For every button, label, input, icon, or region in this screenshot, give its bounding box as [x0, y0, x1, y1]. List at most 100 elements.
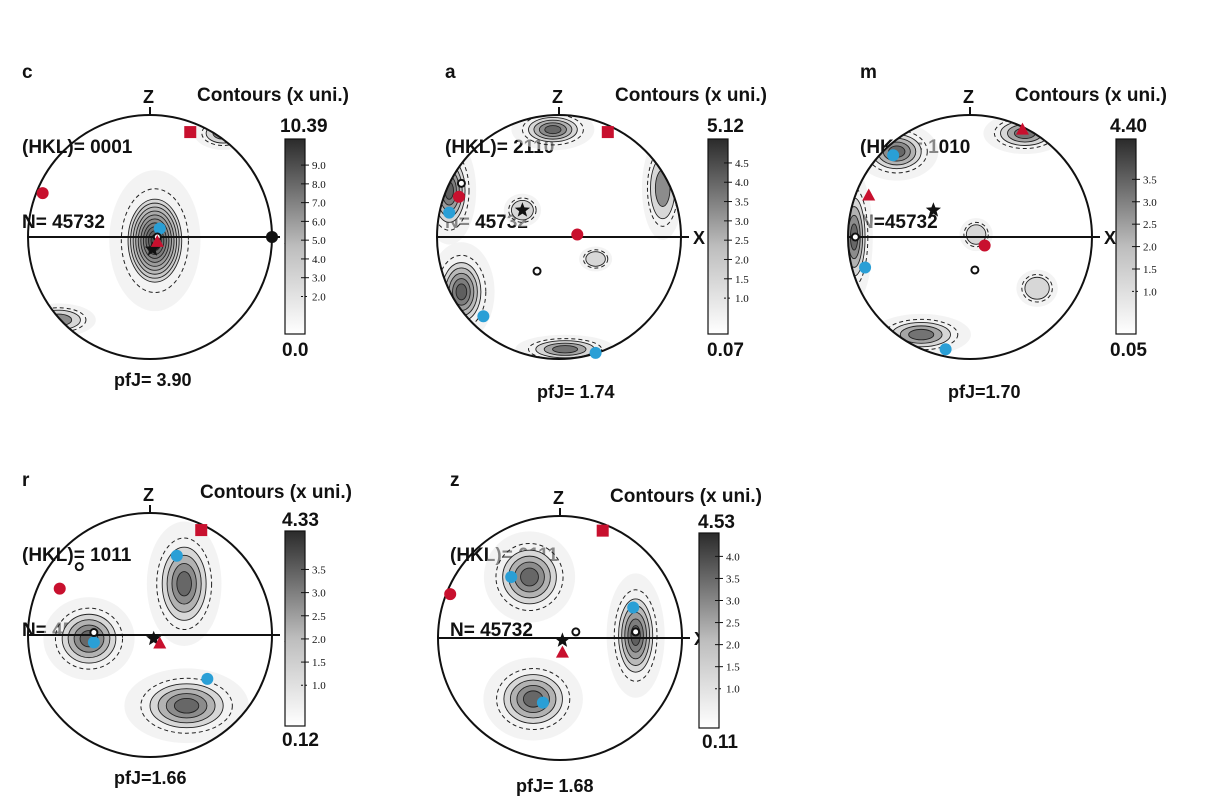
pfj-label: pfJ= 1.74	[537, 382, 615, 402]
contour-max: 4.40	[1110, 116, 1147, 137]
contour-dashed	[54, 607, 124, 670]
contour-dashed	[508, 197, 537, 223]
contour-scale-bar: 3.5 3.0 2.5 2.0 1.5 1.0	[1115, 138, 1157, 335]
hkl-label: (HKL)= 0001	[22, 137, 133, 158]
pole-figure-z: z (HKL)= 0111 N= 45732 Contours (x uni.)…	[437, 418, 810, 798]
scale-tick-label: 3.5	[312, 564, 326, 576]
blue-circle-marker	[505, 571, 518, 583]
contour-line	[908, 328, 935, 341]
z-axis-label: Z	[143, 485, 154, 505]
scale-gradient	[284, 138, 306, 335]
scale-tick-label: 5.0	[312, 235, 326, 247]
contour-min: 0.12	[282, 730, 319, 751]
z-axis-label: Z	[553, 488, 564, 508]
background-patch	[28, 303, 96, 337]
contour-line	[585, 251, 606, 267]
contour-dashed	[495, 542, 564, 612]
contour-line	[1024, 276, 1050, 300]
contour-title: Contours (x uni.)	[200, 482, 352, 503]
contour-min: 0.07	[707, 340, 744, 361]
x-axis-label: X	[1104, 228, 1116, 248]
pole-figure-r: r (HKL)= 1011 N= 45732 Contours (x uni.)…	[22, 418, 382, 798]
open-circle-marker	[456, 178, 466, 188]
scale-tick-label: 2.5	[735, 235, 749, 247]
star-marker	[554, 632, 570, 647]
contour-line	[176, 571, 192, 597]
contour-line	[455, 283, 468, 301]
contour-line	[965, 224, 987, 245]
contour-scale-bar: 4.0 3.5 3.0 2.5 2.0 1.5 1.0	[698, 532, 740, 729]
hkl-label: (HKL)= 1011	[22, 545, 132, 566]
red-triangle-marker	[150, 234, 164, 247]
contour-max: 4.33	[282, 510, 319, 531]
contour-min: 0.0	[282, 340, 309, 361]
panel-letter: a	[445, 62, 456, 83]
scale-tick-label: 1.0	[726, 684, 740, 696]
scale-tick-label: 9.0	[312, 160, 326, 172]
contour-min: 0.11	[702, 732, 738, 753]
scale-tick-label: 3.5	[726, 573, 740, 585]
open-circle-marker	[532, 266, 542, 276]
scale-tick-label: 6.0	[312, 216, 326, 228]
contour-dashed	[613, 589, 658, 682]
open-circle-marker	[571, 627, 581, 637]
density-field	[483, 531, 665, 741]
red-triangle-marker	[862, 188, 876, 201]
contour-dashed	[496, 668, 571, 730]
panel-letter: z	[450, 470, 460, 491]
panel-letter: r	[22, 470, 30, 491]
scale-gradient	[707, 138, 729, 335]
contour-line	[544, 125, 562, 135]
blue-circle-marker	[201, 672, 214, 685]
blue-circle-marker	[939, 343, 952, 356]
contour-min: 0.05	[1110, 340, 1147, 361]
scale-tick-label: 4.5	[735, 158, 749, 170]
contour-max: 10.39	[280, 116, 328, 137]
blue-circle-marker	[153, 222, 166, 235]
scale-tick-label: 3.0	[312, 588, 326, 600]
stereonet: ZX	[436, 87, 705, 360]
red-triangle-marker	[1015, 122, 1029, 135]
contour-line	[44, 313, 73, 327]
density-field	[28, 116, 253, 337]
scale-tick-label: 3.5	[735, 197, 749, 209]
red-triangle-marker	[153, 636, 167, 649]
red-circle-marker	[452, 190, 465, 203]
contour-title: Contours (x uni.)	[610, 486, 762, 507]
pole-figure-a: a (HKL)= 2110 N= 45732 Contours (x uni.)…	[436, 10, 815, 402]
blue-circle-marker	[589, 346, 602, 359]
stereonet: ZX	[27, 485, 296, 758]
scale-tick-label: 4.0	[726, 551, 740, 563]
contour-dashed	[521, 115, 584, 146]
panel-letter: c	[22, 62, 33, 83]
star-marker	[514, 202, 530, 217]
red-square-marker	[195, 524, 208, 537]
n-label: N= 45732	[450, 620, 533, 641]
contour-dashed	[582, 249, 609, 269]
pfj-label: pfJ= 3.90	[114, 370, 192, 390]
contour-dashed	[437, 254, 487, 329]
scale-tick-label: 2.0	[735, 254, 749, 266]
blue-circle-marker	[887, 149, 900, 162]
scale-tick-label: 2.5	[1143, 219, 1157, 231]
z-axis-label: Z	[143, 87, 154, 107]
pfj-label: pfJ=1.66	[114, 768, 187, 788]
contour-line	[552, 345, 579, 354]
red-circle-marker	[36, 187, 49, 200]
open-circle-marker	[74, 562, 84, 572]
open-circle-marker	[89, 628, 99, 638]
scale-tick-label: 2.0	[1143, 242, 1157, 254]
blue-circle-marker	[477, 310, 490, 323]
open-circle-marker	[850, 232, 860, 242]
red-circle-marker	[571, 228, 584, 241]
contour-dashed	[120, 188, 189, 294]
pfj-label: pfJ= 1.68	[516, 776, 594, 796]
red-square-marker	[184, 126, 197, 139]
contour-dashed	[963, 221, 989, 248]
contour-line	[173, 697, 200, 714]
scale-tick-label: 3.0	[735, 216, 749, 228]
scale-tick-label: 3.0	[726, 596, 740, 608]
scale-tick-label: 1.5	[735, 274, 749, 286]
open-circle-marker	[631, 627, 641, 637]
contour-scale-bar: 3.5 3.0 2.5 2.0 1.5 1.0	[284, 530, 326, 727]
